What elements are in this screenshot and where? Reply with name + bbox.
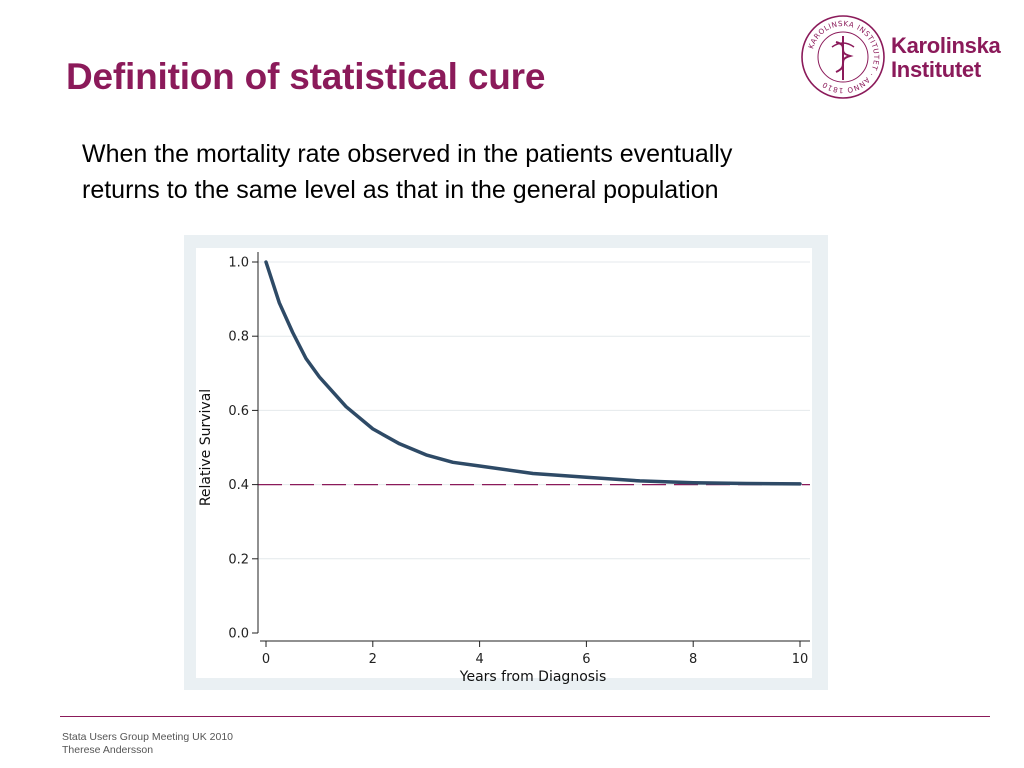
axes: 0.0 0.2 0.4 0.6 0.8 1.0 0 2 4 6 8 10 Years from Diag… — [198, 252, 810, 685]
x-tick-label: 10 — [792, 652, 809, 667]
y-tick-label: 0.2 — [228, 552, 249, 567]
footer: Stata Users Group Meeting UK 2010 Theres… — [62, 731, 233, 757]
x-tick-label: 0 — [262, 652, 270, 667]
lead-line-1: When the mortality rate observed in the … — [82, 140, 733, 168]
x-tick-label: 4 — [475, 652, 483, 667]
y-axis-title: Relative Survival — [198, 389, 214, 506]
logo-line-1: Karolinska — [891, 33, 1001, 58]
relative-survival-curve — [264, 260, 802, 486]
seal-icon: KAROLINSKA INSTITUTET · ANNO 1810 — [801, 15, 885, 99]
y-tick-label: 1.0 — [228, 256, 249, 271]
x-tick-label: 2 — [369, 652, 377, 667]
karolinska-logo: KAROLINSKA INSTITUTET · ANNO 1810 Karoli… — [800, 14, 1004, 104]
x-tick-label: 6 — [582, 652, 590, 667]
chart-panel: 0.0 0.2 0.4 0.6 0.8 1.0 0 2 4 6 8 10 Years from Diag… — [184, 235, 828, 690]
slide-title: Definition of statistical cure — [66, 56, 546, 97]
footer-line-1: Stata Users Group Meeting UK 2010 — [62, 731, 234, 743]
x-tick-label: 8 — [689, 652, 697, 667]
logo-line-2: Institutet — [891, 57, 981, 82]
relative-survival-chart: 0.0 0.2 0.4 0.6 0.8 1.0 0 2 4 6 8 10 Years from Diag… — [184, 235, 828, 690]
y-tick-label: 0.8 — [228, 330, 249, 345]
chart-inner-background — [196, 248, 812, 678]
series-layer — [258, 260, 810, 486]
y-tick-label: 0.4 — [228, 478, 249, 493]
lead-line-2: returns to the same level as that in the… — [82, 176, 719, 204]
x-axis-title: Years from Diagnosis — [459, 669, 606, 685]
lead-text: When the mortality rate observed in the … — [82, 136, 942, 208]
footer-divider — [60, 716, 990, 717]
footer-line-2: Therese Andersson — [62, 744, 154, 756]
y-tick-label: 0.6 — [228, 404, 249, 419]
y-tick-label: 0.0 — [228, 627, 249, 642]
